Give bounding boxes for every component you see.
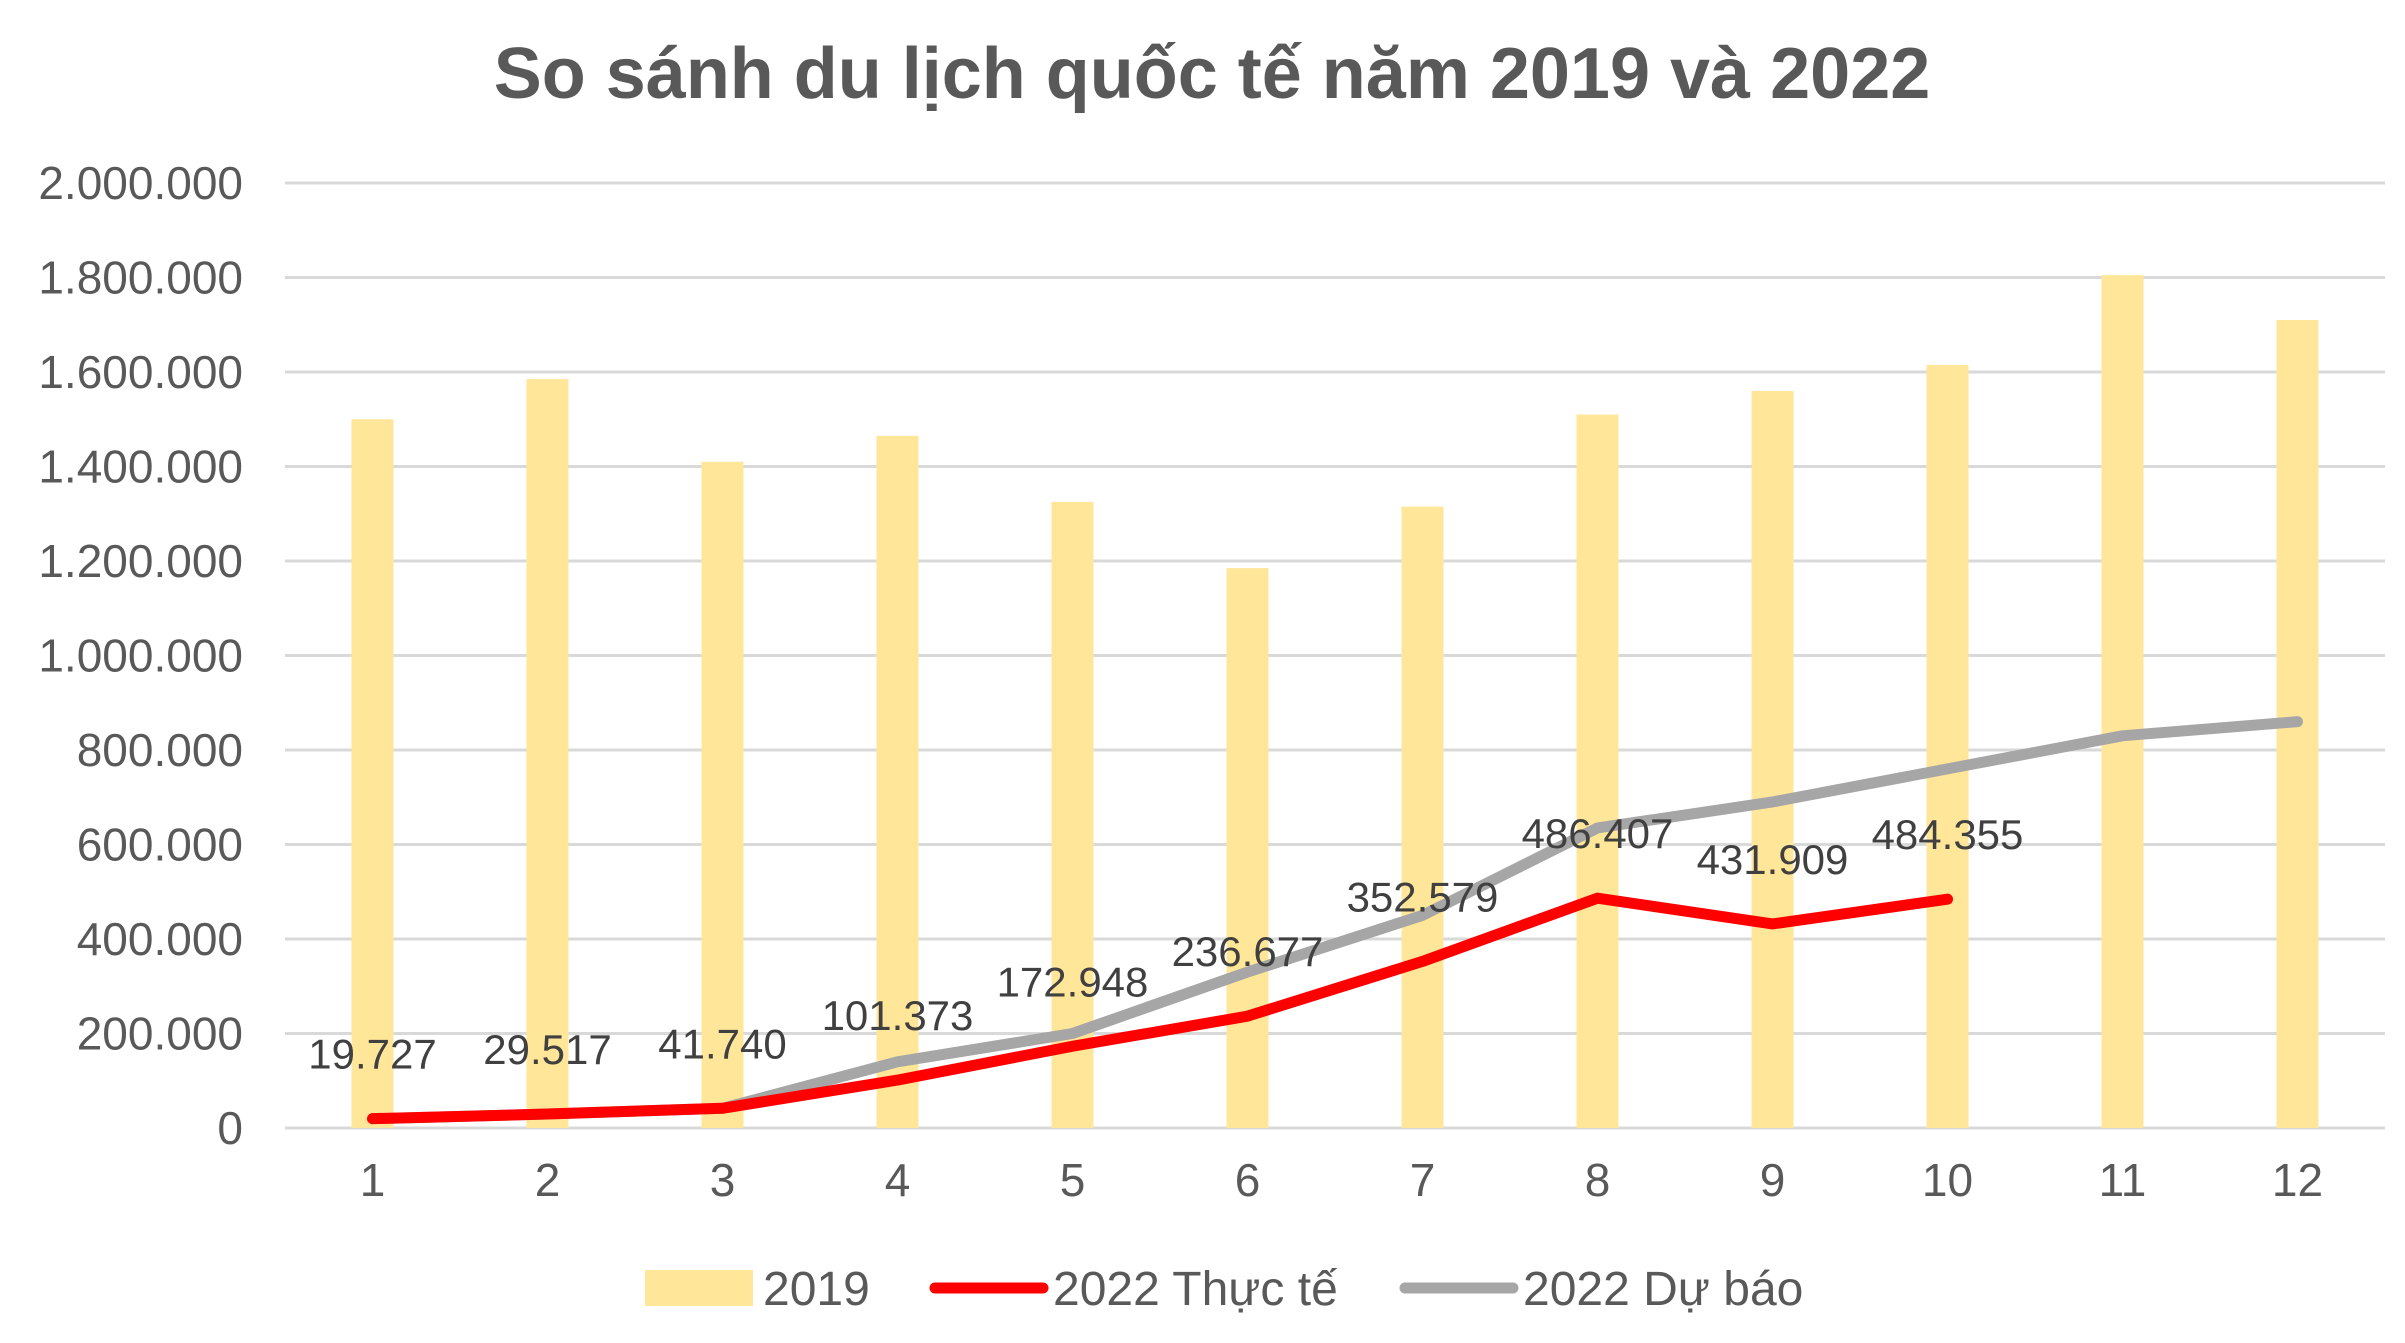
y-tick-label: 1.800.000: [38, 252, 243, 304]
y-tick-label: 400.000: [77, 913, 243, 965]
bar-2019: [526, 379, 569, 1128]
y-tick-label: 0: [217, 1102, 243, 1154]
bar-2019: [2101, 275, 2144, 1128]
y-tick-label: 2.000.000: [38, 157, 243, 209]
x-tick-label: 8: [1585, 1154, 1611, 1206]
data-label: 484.355: [1872, 811, 2024, 858]
legend: 2019 2022 Thực tế 2022 Dự báo: [645, 1263, 1803, 1316]
gridlines: [285, 181, 2385, 1130]
data-label: 431.909: [1697, 836, 1849, 883]
legend-swatch-bar: [645, 1270, 753, 1306]
y-tick-label: 1.600.000: [38, 346, 243, 398]
bar-2019: [701, 461, 744, 1128]
bars-2019: [351, 275, 2319, 1129]
x-tick-label: 7: [1410, 1154, 1436, 1206]
data-label: 41.740: [658, 1020, 786, 1067]
x-tick-label: 9: [1760, 1154, 1786, 1206]
x-tick-label: 5: [1060, 1154, 1086, 1206]
legend-label: 2022 Thực tế: [1053, 1263, 1338, 1316]
data-labels: 19.727 29.517 41.740 101.373 172.948 236.677 3…: [308, 810, 2023, 1078]
y-tick-label: 800.000: [77, 724, 243, 776]
chart-title: So sánh du lịch quốc tế năm 2019 và 2022: [494, 34, 1931, 114]
bar-2019: [1926, 364, 1969, 1129]
y-tick-label: 1.400.000: [38, 441, 243, 493]
bar-2019: [1226, 568, 1269, 1128]
y-tick-label: 1.200.000: [38, 535, 243, 587]
x-tick-label: 6: [1235, 1154, 1261, 1206]
legend-item-2022-forecast: 2022 Dự báo: [1399, 1263, 1803, 1316]
line-2022-actual: [367, 892, 1953, 1125]
legend-label: 2022 Dự báo: [1523, 1263, 1803, 1316]
x-tick-label: 11: [2099, 1154, 2147, 1206]
legend-item-2022-actual: 2022 Thực tế: [929, 1263, 1338, 1316]
bar-2019: [1751, 390, 1794, 1128]
lines-2022: [367, 716, 2303, 1125]
data-label: 236.677: [1172, 928, 1324, 975]
x-tick-label: 12: [2272, 1154, 2323, 1206]
legend-label: 2019: [763, 1263, 870, 1316]
x-tick-label: 4: [885, 1154, 911, 1206]
data-label: 172.948: [997, 958, 1149, 1005]
data-label: 19.727: [308, 1031, 436, 1078]
x-tick-label: 10: [1922, 1154, 1973, 1206]
data-label: 29.517: [483, 1026, 611, 1073]
x-axis-ticks: 1 2 3 4 5 6 7 8 9 10 11 12: [360, 1154, 2323, 1206]
x-tick-label: 1: [360, 1154, 386, 1206]
data-label: 352.579: [1347, 873, 1499, 920]
y-tick-label: 200.000: [77, 1008, 243, 1060]
legend-item-2019: 2019: [645, 1263, 870, 1316]
bar-2019: [876, 435, 919, 1129]
bar-2019: [1576, 414, 1619, 1128]
x-tick-label: 2: [535, 1154, 561, 1206]
y-tick-label: 1.000.000: [38, 630, 243, 682]
x-tick-label: 3: [710, 1154, 736, 1206]
data-label: 486.407: [1522, 810, 1674, 857]
bar-2019: [1401, 506, 1444, 1129]
data-label: 101.373: [822, 992, 974, 1039]
y-axis-ticks: 0 200.000 400.000 600.000 800.000 1.000.000 1.…: [38, 157, 243, 1154]
y-tick-label: 600.000: [77, 819, 243, 871]
bar-2019: [351, 419, 394, 1128]
